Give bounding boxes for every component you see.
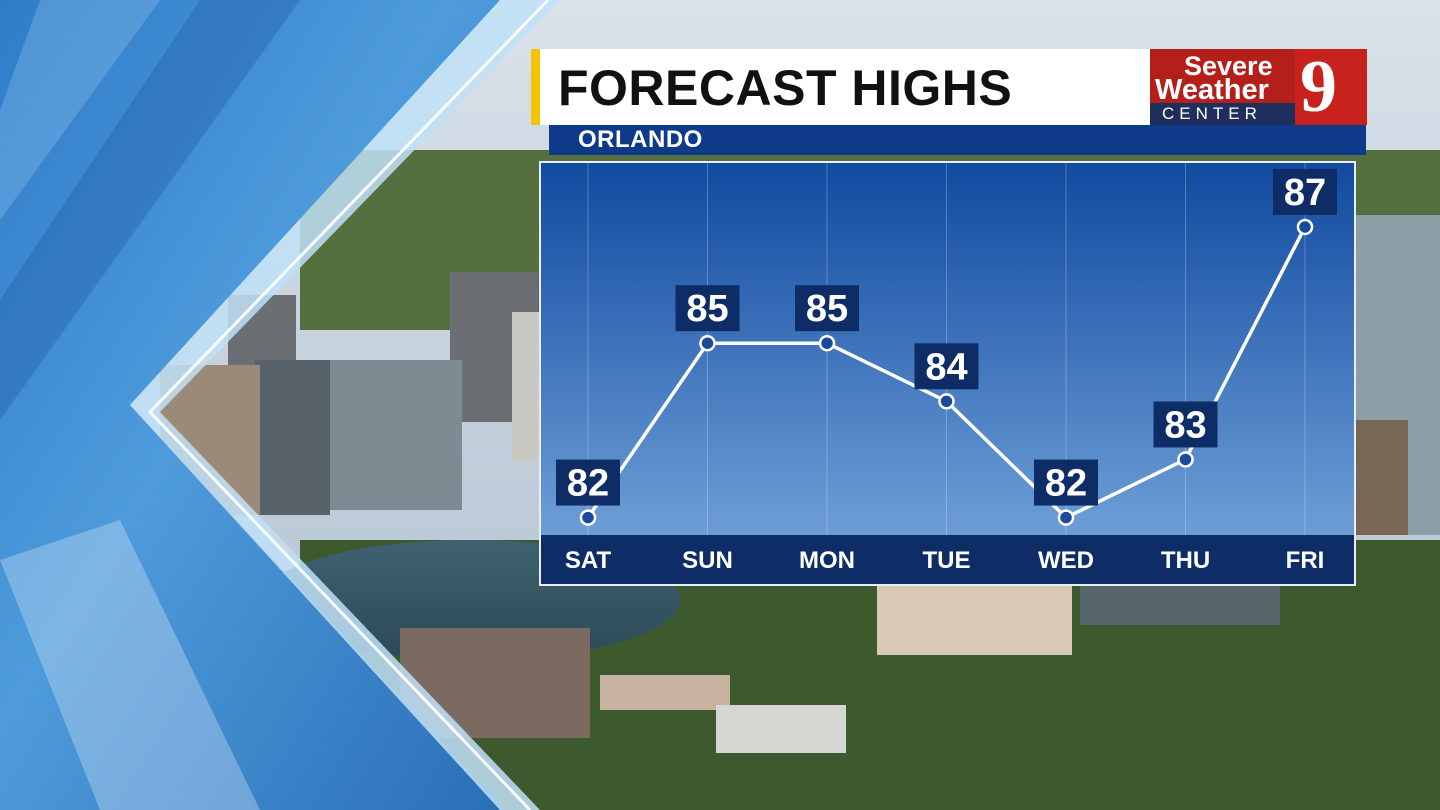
panel-edge-line xyxy=(147,0,550,810)
location-bar xyxy=(549,125,1366,155)
chart-panel: SAT SUN MON TUE WED THU FRI 82 85 85 84 82 83 87 xyxy=(539,161,1356,586)
data-label: 85 xyxy=(806,288,848,330)
data-label-box xyxy=(1153,401,1218,448)
data-point-group: 84 xyxy=(914,343,979,410)
data-point xyxy=(1296,218,1314,236)
data-point xyxy=(699,334,716,352)
data-label: 82 xyxy=(567,463,609,505)
data-point-group: 82 xyxy=(1034,459,1098,526)
data-label-box xyxy=(675,285,740,332)
data-label-box xyxy=(1273,168,1337,215)
panel-stripe xyxy=(0,0,160,220)
x-tick-label: SUN xyxy=(682,547,733,574)
panel-cloud xyxy=(0,520,260,810)
title-accent xyxy=(531,49,540,125)
data-label-box xyxy=(556,459,620,506)
logo-number: 9 xyxy=(1300,46,1337,128)
panel-stripe xyxy=(0,0,300,420)
chart-title: FORECAST HIGHS xyxy=(558,60,1013,116)
title-bar xyxy=(531,49,1151,125)
data-label-box xyxy=(795,285,859,332)
x-tick-label: FRI xyxy=(1286,547,1325,574)
logo-text-center: CENTER xyxy=(1162,104,1262,123)
data-point-group: 82 xyxy=(556,459,620,526)
data-point-group: 85 xyxy=(795,285,859,352)
data-point xyxy=(938,393,955,410)
data-label: 84 xyxy=(925,346,967,388)
x-axis-band xyxy=(541,535,1354,584)
data-point xyxy=(818,334,836,352)
logo-text-severe: Severe xyxy=(1184,51,1273,81)
data-point xyxy=(1057,509,1075,526)
x-tick-label: SAT xyxy=(565,547,612,574)
data-point-group: 85 xyxy=(675,285,740,352)
data-point-group: 83 xyxy=(1153,401,1218,468)
logo-background xyxy=(1150,49,1367,125)
data-point xyxy=(1177,451,1194,468)
x-tick-label: WED xyxy=(1038,547,1094,574)
data-label: 85 xyxy=(686,288,728,330)
logo-text-weather: Weather xyxy=(1155,74,1269,106)
x-tick-label: MON xyxy=(799,547,855,574)
data-label: 83 xyxy=(1164,404,1206,446)
station-logo: Severe Weather CENTER 9 xyxy=(1150,46,1367,128)
x-tick-label: TUE xyxy=(923,547,971,574)
data-label: 87 xyxy=(1284,172,1326,214)
data-point xyxy=(579,509,597,526)
line-chart: SAT SUN MON TUE WED THU FRI 82 85 85 84 82 83 87 xyxy=(541,163,1354,584)
left-panel xyxy=(0,0,505,810)
location-label: ORLANDO xyxy=(578,126,703,153)
x-tick-label: THU xyxy=(1161,547,1210,574)
data-label: 82 xyxy=(1045,463,1087,505)
data-label-box xyxy=(1034,459,1098,506)
data-label-box xyxy=(914,343,979,390)
data-point-group: 87 xyxy=(1273,168,1337,236)
